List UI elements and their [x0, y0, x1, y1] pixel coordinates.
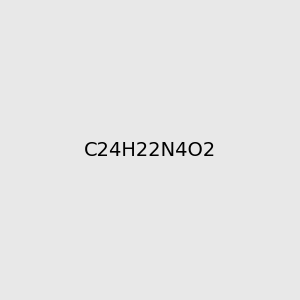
Text: C24H22N4O2: C24H22N4O2 [84, 140, 216, 160]
